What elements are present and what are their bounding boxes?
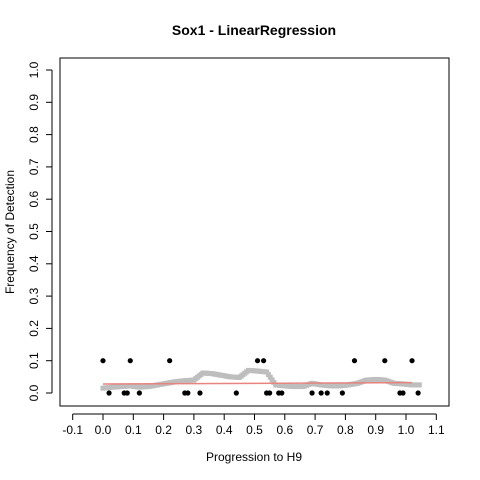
x-tick-label: -0.1 — [62, 423, 83, 437]
observed-point — [124, 390, 130, 396]
y-tick-label: 0.2 — [27, 320, 41, 337]
x-axis-label: Progression to H9 — [206, 450, 302, 464]
series-smoothed — [100, 367, 422, 391]
fit-line — [102, 381, 413, 385]
x-tick-label: 0.7 — [307, 423, 324, 437]
y-axis-label: Frequency of Detection — [3, 170, 17, 294]
x-axis: -0.1 0.0 0.1 0.2 0.3 0.4 0.5 0.6 0.7 0.8 0.9 1.0 1.1 — [62, 413, 445, 437]
x-tick-label: 0.4 — [216, 423, 233, 437]
observed-point — [127, 358, 133, 364]
x-tick-label: 1.0 — [398, 423, 415, 437]
smoothed-point — [269, 377, 275, 383]
y-tick-label: 0.6 — [27, 191, 41, 208]
smoothed-point — [271, 379, 277, 385]
y-tick-label: 0.1 — [27, 352, 41, 369]
observed-point — [318, 390, 324, 396]
observed-point — [106, 390, 112, 396]
x-tick-label: 0.5 — [246, 423, 263, 437]
smoothed-point — [416, 382, 422, 388]
x-tick-label: 0.2 — [155, 423, 172, 437]
x-tick-label: 0.8 — [337, 423, 354, 437]
y-tick-label: 0.7 — [27, 158, 41, 175]
observed-point — [324, 390, 330, 396]
observed-point — [254, 358, 261, 364]
observed-point — [136, 390, 142, 396]
observed-point — [260, 358, 267, 364]
observed-point — [197, 390, 203, 396]
y-tick-label: 0.9 — [27, 94, 41, 111]
x-tick-label: 0.6 — [276, 423, 293, 437]
x-tick-label: 0.1 — [125, 423, 142, 437]
observed-point — [167, 358, 173, 364]
smoothed-point — [264, 369, 270, 375]
x-tick-label: 0.3 — [186, 423, 203, 437]
observed-point — [233, 390, 239, 396]
observed-point — [351, 358, 358, 364]
y-tick-label: 0.3 — [27, 287, 41, 304]
observed-point — [400, 390, 406, 396]
observed-point — [279, 390, 285, 396]
y-tick-label: 0.0 — [27, 384, 41, 401]
plot-frame — [59, 57, 450, 407]
x-tick-label: 0.0 — [95, 423, 112, 437]
chart-title: Sox1 - LinearRegression — [172, 22, 336, 38]
observed-point — [409, 358, 415, 364]
y-tick-label: 0.4 — [27, 255, 41, 272]
observed-point — [100, 358, 106, 364]
y-axis: 0.0 0.1 0.2 0.3 0.4 0.5 0.6 0.7 0.8 0.9 1.0 — [27, 61, 53, 401]
observed-point — [267, 390, 273, 396]
y-tick-label: 0.8 — [27, 126, 41, 143]
observed-point — [339, 390, 345, 396]
smoothed-point — [267, 374, 273, 380]
observed-point — [185, 390, 191, 396]
observed-point — [415, 390, 421, 396]
x-tick-label: 0.9 — [367, 423, 384, 437]
y-tick-label: 0.5 — [27, 223, 41, 240]
x-tick-label: 1.1 — [428, 423, 445, 437]
y-tick-label: 1.0 — [27, 61, 41, 78]
series-observed — [100, 358, 421, 396]
smoothed-point — [265, 372, 271, 378]
observed-point — [382, 358, 388, 364]
observed-point — [309, 390, 315, 396]
